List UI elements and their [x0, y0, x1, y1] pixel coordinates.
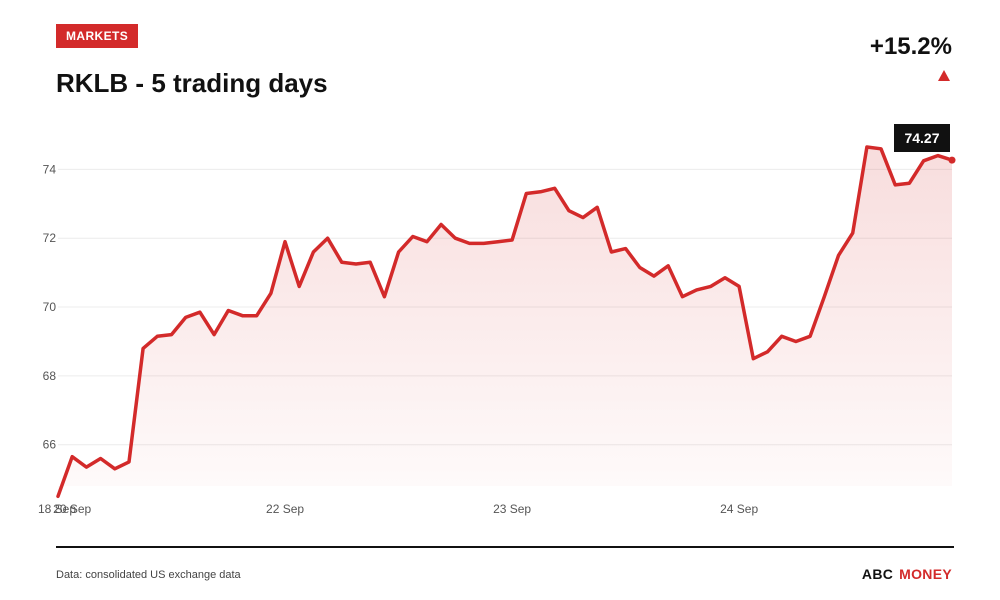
percent-change: +15.2% [869, 33, 952, 60]
brand-name-part2: MONEY [899, 566, 952, 582]
y-tick-label: 66 [43, 438, 57, 452]
section-badge[interactable]: MARKETS [56, 24, 139, 48]
triangle-up-icon [938, 70, 950, 81]
y-tick-label: 74 [43, 162, 57, 176]
x-tick-label: 20 Sep [53, 502, 91, 516]
x-tick-label: 18 Sep [38, 502, 76, 516]
last-value-label: 74.27 [904, 130, 939, 146]
y-tick-label: 68 [43, 369, 57, 383]
y-axis: 66 68 70 72 74 [43, 162, 57, 451]
y-tick-label: 72 [43, 231, 57, 245]
brand-logo[interactable]: ABC MONEY [862, 566, 952, 582]
y-tick-label: 70 [43, 300, 57, 314]
series-area [58, 147, 952, 497]
chart-title: RKLB - 5 trading days [56, 68, 328, 98]
x-tick-label: 22 Sep [266, 502, 304, 516]
data-source: Data: consolidated US exchange data [56, 569, 241, 581]
x-tick-label: 24 Sep [720, 502, 758, 516]
series-line [56, 145, 954, 499]
last-value-callout: 74.27 [894, 124, 950, 152]
x-tick-label: 23 Sep [493, 502, 531, 516]
footer-divider [56, 546, 954, 548]
brand-name-part1: ABC [861, 566, 894, 582]
last-point-marker [948, 156, 956, 164]
